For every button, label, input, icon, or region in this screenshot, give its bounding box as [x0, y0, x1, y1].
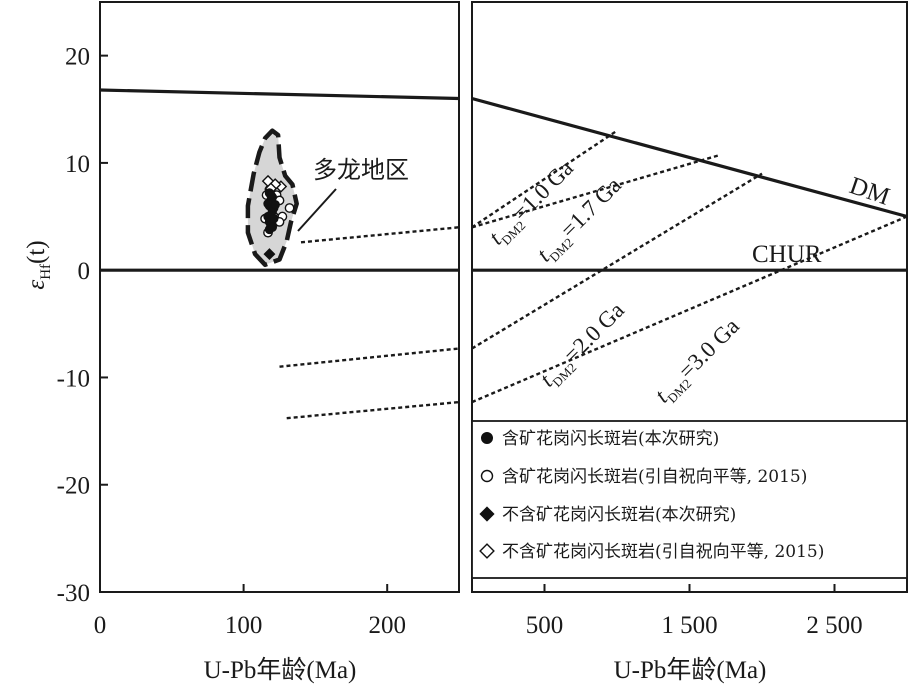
data-point-open-circle: [284, 203, 295, 213]
svg-text:tDM2=2.0 Ga: tDM2=2.0 Ga: [535, 297, 632, 394]
y-tick-label: -20: [57, 473, 90, 500]
data-point-filled-circle: [270, 200, 280, 210]
y-tick-label: 0: [78, 258, 91, 285]
x-tick-label: 2 500: [806, 612, 862, 639]
tdm-line-right-4: [472, 215, 907, 404]
legend: 含矿花岗闪长斑岩(本次研究) 含矿花岗闪长斑岩(引自祝向平等, 2015) 不含矿花…: [471, 420, 908, 579]
x-tick-label: 0: [94, 612, 107, 639]
y-tick-label: 20: [65, 44, 90, 71]
legend-marker-filled-circle: [481, 432, 493, 444]
x-tick-label: 100: [225, 612, 263, 639]
legend-marker-filled-diamond: [479, 506, 495, 522]
tdm-label-4: tDM2=3.0 Ga: [650, 313, 747, 410]
y-axis-title-suffix: (t): [23, 240, 50, 264]
dm-label: DM: [846, 172, 893, 211]
legend-label: 不含矿花岗闪长斑岩(本次研究): [502, 505, 736, 525]
y-tick-label: -10: [57, 365, 90, 392]
x-tick-label: 200: [368, 612, 406, 639]
y-axis-title: εHf(t): [23, 240, 54, 289]
tdm-line-right-1: [472, 129, 618, 229]
left-panel-plot: [100, 88, 459, 420]
dm-line-left: [100, 88, 459, 101]
tdm-label-4-eq: =3.0 Ga: [674, 313, 744, 383]
data-point-filled-circle: [266, 190, 276, 200]
y-tick-label: 10: [65, 151, 90, 178]
y-axis-ticks: 20 10 0 -10 -20 -30: [57, 44, 108, 607]
tdm-label-3-eq: =2.0 Ga: [559, 297, 629, 367]
y-tick-label: -30: [57, 580, 90, 607]
tdm-line-left-1: [300, 226, 459, 244]
svg-text:εHf(t): εHf(t): [23, 240, 54, 289]
x-axis-ticks-right: 500 1 500 2 500: [526, 584, 863, 639]
region-leader-line: [297, 188, 337, 232]
x-axis-title-left: U-Pb年龄(Ma): [204, 656, 357, 684]
legend-label: 不含矿花岗闪长斑岩(引自祝向平等, 2015): [502, 542, 824, 562]
tdm-label-3: tDM2=2.0 Ga: [535, 297, 632, 394]
svg-text:tDM2=3.0 Ga: tDM2=3.0 Ga: [650, 313, 747, 410]
legend-label: 含矿花岗闪长斑岩(引自祝向平等, 2015): [502, 467, 807, 487]
data-point-filled-diamond: [263, 248, 276, 261]
legend-label: 含矿花岗闪长斑岩(本次研究): [502, 429, 719, 449]
y-axis-title-main: ε: [23, 280, 50, 290]
tdm-line-left-3: [279, 347, 459, 368]
y-axis-title-sub: Hf: [38, 264, 54, 280]
left-panel-frame: [99, 1, 460, 593]
x-tick-label: 1 500: [661, 612, 717, 639]
x-tick-label: 500: [526, 612, 564, 639]
legend-marker-open-circle: [480, 469, 494, 483]
chur-label: CHUR: [752, 241, 822, 268]
x-axis-ticks-left: 0 100 200: [94, 584, 406, 639]
region-label: 多龙地区: [313, 156, 409, 184]
legend-marker-open-diamond: [479, 543, 495, 559]
x-axis-title-right: U-Pb年龄(Ma): [614, 656, 767, 684]
data-point-filled-circle: [267, 222, 278, 232]
dm-line-right: [472, 96, 907, 219]
legend-box: [471, 420, 908, 579]
tdm-line-right-3: [472, 172, 763, 350]
tdm-line-left-4: [286, 400, 459, 420]
data-point-filled-circle: [269, 213, 279, 224]
right-panel-plot: [472, 96, 907, 404]
tdm-line-right-2: [472, 154, 719, 229]
